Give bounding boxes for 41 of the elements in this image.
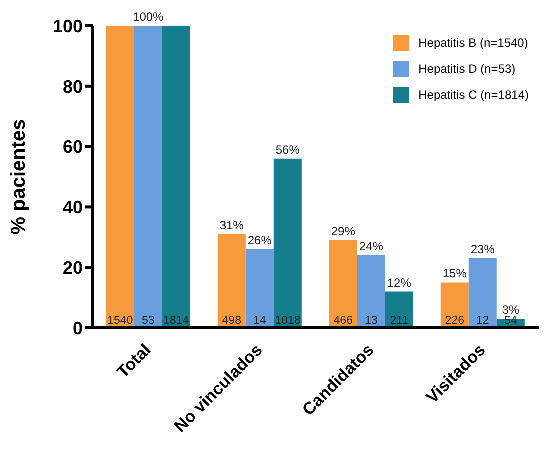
- annotation: 1814: [164, 315, 190, 327]
- data-label: 3%: [502, 302, 520, 317]
- annotation: 1018: [275, 315, 301, 327]
- annotation: 211: [390, 315, 409, 327]
- data-label: 56%: [276, 142, 300, 157]
- annotation: 12: [476, 315, 490, 327]
- data-label: 24%: [359, 240, 384, 254]
- y-tick-label: 80: [62, 76, 83, 97]
- bar: [106, 26, 134, 328]
- legend-label: Hepatitis C (n=1814): [418, 87, 529, 104]
- annotation: 226: [445, 315, 464, 327]
- bar: [246, 249, 274, 328]
- data-label: 26%: [248, 233, 272, 248]
- annotation: 466: [334, 315, 353, 327]
- bar: [440, 282, 469, 328]
- bar: [162, 26, 190, 328]
- legend-label: Hepatitis B (n=1540): [418, 35, 528, 52]
- bar: [134, 26, 162, 328]
- y-tick-label: 60: [62, 137, 83, 158]
- y-tick-label: 20: [62, 258, 83, 278]
- data-label: 15%: [442, 266, 468, 281]
- y-axis-title: % pacientes: [8, 119, 30, 235]
- annotation: 53: [142, 315, 155, 327]
- annotation: 13: [364, 315, 378, 327]
- legend-label: Hepatitis D (n=53): [418, 61, 516, 78]
- data-label: 23%: [470, 242, 496, 257]
- bar: [468, 258, 497, 328]
- data-label: 100%: [133, 10, 164, 24]
- y-tick-label: 0: [72, 318, 83, 338]
- bar: [357, 256, 386, 328]
- data-label: 29%: [331, 224, 356, 238]
- annotation: 498: [222, 315, 242, 327]
- annotation: 14: [253, 315, 267, 327]
- data-label: 12%: [387, 276, 412, 290]
- bar: [218, 234, 246, 328]
- y-tick-label: 40: [62, 198, 83, 218]
- bar: [274, 158, 302, 328]
- bar: [329, 240, 358, 328]
- y-tick-label: 100: [52, 16, 83, 36]
- data-label: 31%: [220, 218, 244, 232]
- annotation: 1540: [108, 315, 134, 327]
